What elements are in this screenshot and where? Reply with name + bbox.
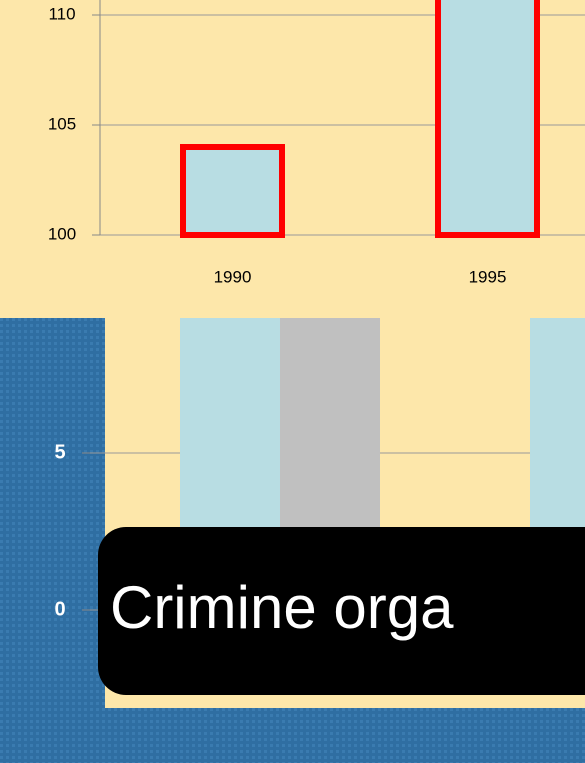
caption: Crimine orga [110,574,454,641]
y-tick-label: 110 [48,4,75,23]
y-tick-label: 105 [48,114,76,133]
x-tick-label: 1995 [469,267,507,286]
y-tick-label: 5 [54,441,65,463]
y-tick-label: 0 [54,598,65,620]
x-tick-label: 1990 [214,267,252,286]
y-tick-label: 100 [48,224,76,243]
bar [180,144,285,238]
bar [435,0,540,238]
caption-box [98,527,585,695]
